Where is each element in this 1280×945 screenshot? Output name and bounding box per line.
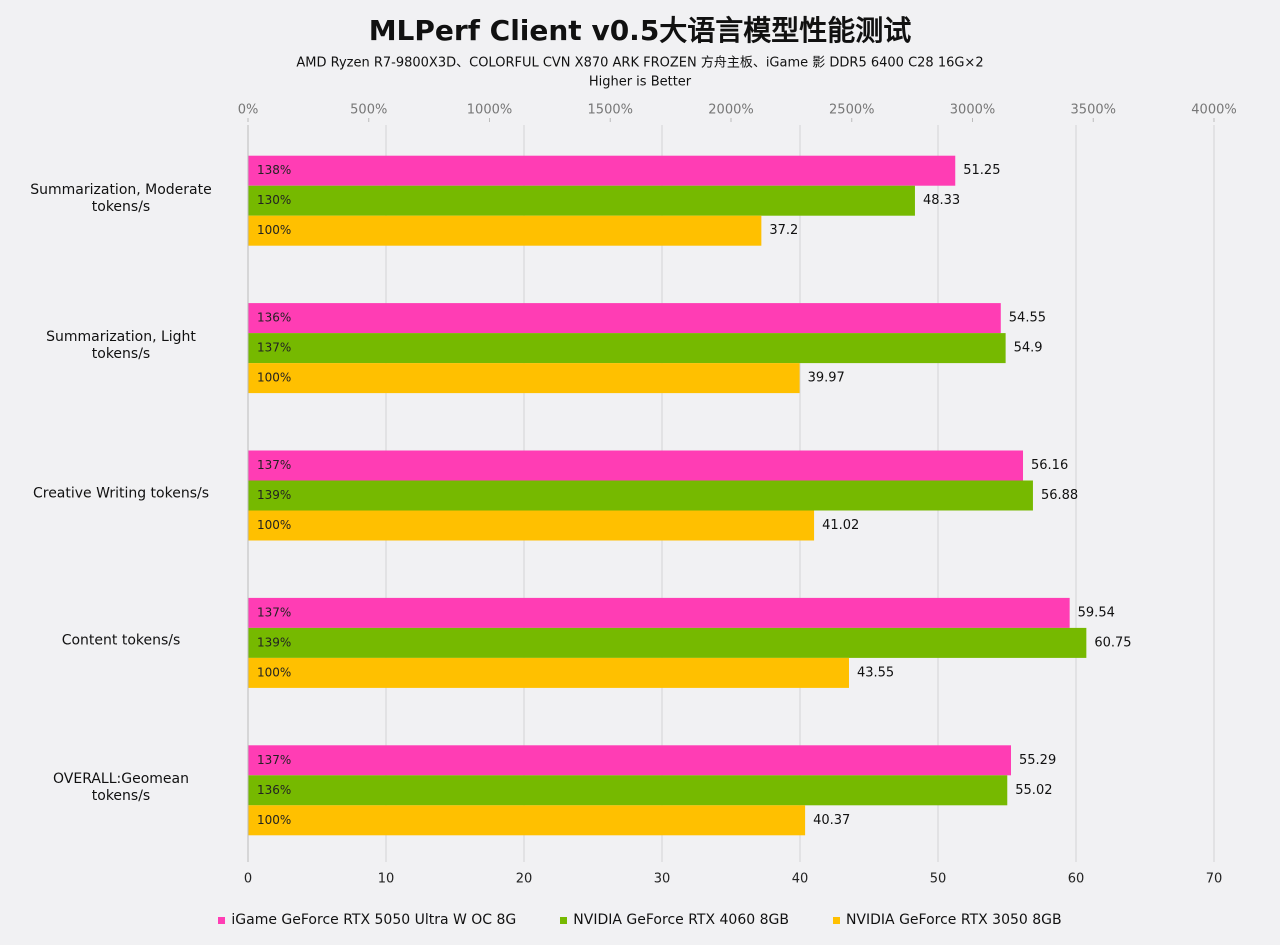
- bar: [248, 480, 1033, 511]
- bar: [248, 450, 1024, 481]
- x-tick-label: 70: [1206, 872, 1223, 887]
- relative-label: 100%: [257, 518, 291, 532]
- bar: [248, 333, 1006, 364]
- bar: [248, 215, 762, 246]
- relative-label: 130%: [257, 193, 291, 207]
- x-tick-label: 0: [244, 872, 252, 887]
- x2-tick-label: 3500%: [1071, 103, 1116, 118]
- value-label: 56.16: [1031, 458, 1068, 473]
- relative-label: 137%: [257, 753, 291, 767]
- y-tick-label: Summarization, Moderate tokens/s: [30, 181, 212, 215]
- value-label: 48.33: [923, 193, 960, 208]
- legend-item: iGame GeForce RTX 5050 Ultra W OC 8G: [218, 912, 516, 928]
- bar: [248, 303, 1001, 334]
- relative-label: 100%: [257, 223, 291, 237]
- relative-label: 137%: [257, 458, 291, 472]
- legend-label: NVIDIA GeForce RTX 4060 8GB: [573, 912, 789, 928]
- relative-label: 100%: [257, 813, 291, 827]
- bar: [248, 185, 915, 216]
- relative-label: 137%: [257, 341, 291, 355]
- value-label: 39.97: [808, 371, 845, 386]
- value-label: 54.55: [1009, 311, 1046, 326]
- value-label: 59.54: [1078, 605, 1115, 620]
- value-label: 60.75: [1094, 635, 1131, 650]
- value-label: 43.55: [857, 665, 894, 680]
- y-tick-label: Summarization, Light tokens/s: [46, 329, 196, 363]
- bar: [248, 805, 806, 836]
- legend-swatch: [560, 916, 568, 924]
- value-label: 56.88: [1041, 488, 1078, 503]
- value-label: 55.02: [1015, 783, 1052, 798]
- x-tick-label: 50: [930, 872, 947, 887]
- x-tick-label: 10: [378, 872, 395, 887]
- x2-tick-label: 1000%: [467, 103, 512, 118]
- relative-label: 138%: [257, 163, 291, 177]
- y-tick-label: Creative Writing tokens/s: [32, 485, 210, 501]
- bar: [248, 627, 1087, 658]
- relative-label: 137%: [257, 605, 291, 619]
- relative-label: 136%: [257, 311, 291, 325]
- bar: [248, 775, 1008, 806]
- chart-title: MLPerf Client v0.5大语言模型性能测试: [369, 14, 912, 47]
- legend-swatch: [218, 916, 226, 924]
- value-label: 37.2: [769, 223, 798, 238]
- bar: [248, 510, 815, 541]
- x2-tick-label: 2000%: [708, 103, 753, 118]
- x-tick-label: 40: [792, 872, 809, 887]
- x2-tick-label: 500%: [350, 103, 387, 118]
- relative-label: 139%: [257, 488, 291, 502]
- x-tick-label: 20: [516, 872, 533, 887]
- x-tick-label: 60: [1068, 872, 1085, 887]
- bar: [248, 745, 1012, 776]
- x2-tick-label: 1500%: [588, 103, 633, 118]
- relative-label: 136%: [257, 783, 291, 797]
- value-label: 40.37: [813, 813, 850, 828]
- bar: [248, 657, 849, 688]
- value-label: 51.25: [963, 163, 1000, 178]
- relative-label: 100%: [257, 665, 291, 679]
- legend-label: iGame GeForce RTX 5050 Ultra W OC 8G: [231, 912, 517, 928]
- legend-item: NVIDIA GeForce RTX 4060 8GB: [560, 912, 789, 928]
- x2-tick-label: 3000%: [950, 103, 995, 118]
- subtitle: AMD Ryzen R7-9800X3D、COLORFUL CVN X870 A…: [296, 55, 983, 71]
- x2-tick-label: 4000%: [1191, 103, 1236, 118]
- y-tick-label: Content tokens/s: [61, 632, 181, 649]
- bar: [248, 363, 800, 394]
- legend-label: NVIDIA GeForce RTX 3050 8GB: [845, 912, 1062, 928]
- bar: [248, 597, 1070, 628]
- value-label: 54.9: [1014, 341, 1043, 356]
- relative-label: 100%: [257, 371, 291, 385]
- legend: iGame GeForce RTX 5050 Ultra W OC 8G NVID…: [0, 912, 1280, 928]
- x-tick-label: 30: [654, 872, 671, 887]
- legend-swatch: [832, 916, 840, 924]
- value-label: 41.02: [822, 518, 859, 533]
- bar: [248, 155, 956, 186]
- y-tick-label: OVERALL:Geomean tokens/s: [53, 771, 189, 805]
- x2-tick-label: 2500%: [829, 103, 874, 118]
- value-label: 55.29: [1019, 753, 1056, 768]
- relative-label: 139%: [257, 635, 291, 649]
- legend-item: NVIDIA GeForce RTX 3050 8GB: [832, 912, 1062, 928]
- x2-tick-label: 0%: [238, 103, 259, 118]
- note: Higher is Better: [589, 75, 692, 90]
